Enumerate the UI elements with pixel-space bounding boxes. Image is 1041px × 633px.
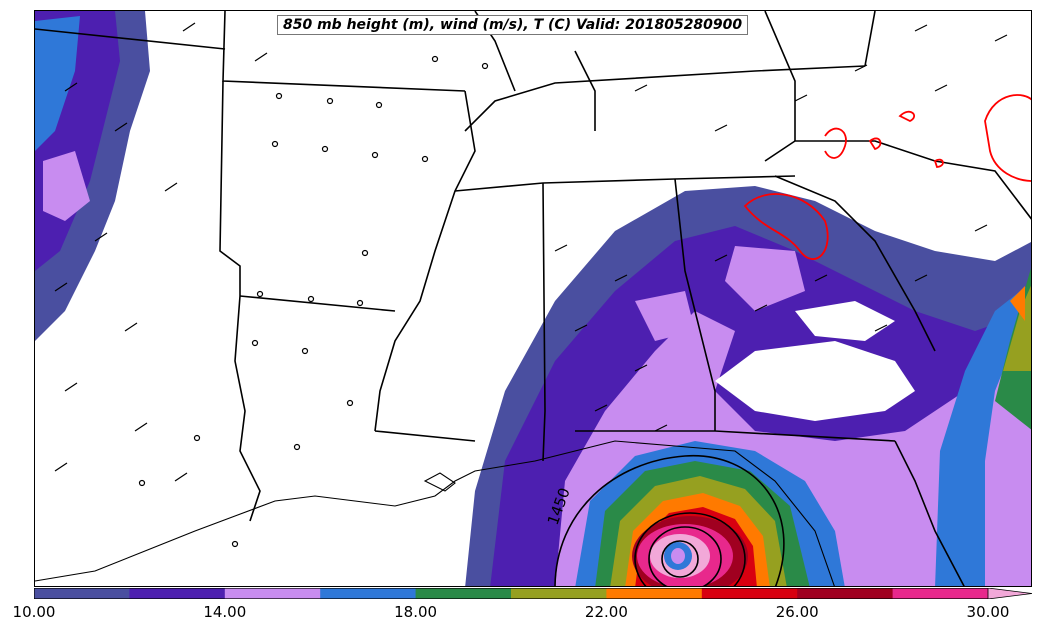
colorbar-tick-label: 14.00 bbox=[203, 603, 247, 621]
map-title: 850 mb height (m), wind (m/s), T (C) Val… bbox=[277, 15, 749, 35]
colorbar-tick-label: 30.00 bbox=[966, 603, 1010, 621]
map-canvas: 1450 bbox=[35, 11, 1031, 586]
wind-barbs bbox=[54, 22, 1008, 548]
map-panel: 1450 bbox=[34, 10, 1032, 587]
temperature-contours bbox=[743, 94, 1031, 260]
colorbar-swatch bbox=[224, 588, 321, 599]
colorbar-swatch bbox=[797, 588, 894, 599]
colorbar-tick-label: 22.00 bbox=[584, 603, 628, 621]
colorbar bbox=[34, 588, 1032, 599]
colorbar-swatch bbox=[511, 588, 607, 599]
height-contours bbox=[554, 455, 785, 586]
colorbar-swatch bbox=[701, 588, 798, 599]
gulf-coastline bbox=[35, 440, 835, 586]
colorbar-swatch bbox=[320, 588, 417, 599]
colorbar-swatch bbox=[606, 588, 703, 599]
colorbar-swatch bbox=[415, 588, 512, 599]
colorbar-swatch bbox=[34, 588, 130, 599]
colorbar-extend-arrow bbox=[987, 588, 1032, 599]
wind-speed-shading bbox=[35, 11, 1031, 586]
colorbar-tick-label: 18.00 bbox=[394, 603, 438, 621]
colorbar-tick-label: 10.00 bbox=[12, 603, 56, 621]
colorbar-tick-label: 26.00 bbox=[775, 603, 819, 621]
colorbar-swatch bbox=[892, 588, 989, 599]
colorbar-swatch bbox=[129, 588, 226, 599]
state-boundaries bbox=[35, 11, 1031, 586]
